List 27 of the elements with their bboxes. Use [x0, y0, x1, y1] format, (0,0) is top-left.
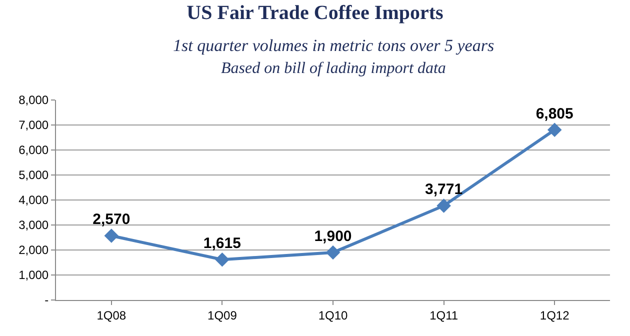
- point: [326, 245, 340, 260]
- point: [104, 228, 119, 243]
- point: [215, 252, 230, 267]
- y-tick-label: 6,000: [18, 143, 49, 158]
- y-tick-label: 8,000: [18, 93, 49, 108]
- x-tick-label: 1Q08: [96, 308, 126, 322]
- x-tick-label: 1Q12: [540, 308, 570, 322]
- y-tick-label: 4,000: [18, 193, 49, 208]
- y-tick-label: 1,000: [18, 268, 49, 282]
- chart-title: US Fair Trade Coffee Imports: [186, 2, 444, 24]
- x-tick-label: 1Q09: [208, 308, 238, 322]
- y-tick-label: -: [44, 293, 49, 308]
- point: [436, 198, 451, 213]
- y-tick-label: 2,000: [18, 243, 49, 258]
- chart-subtitle: 1st quarter volumes in metric tons over 5 years: [173, 36, 494, 55]
- data-label: 3,771: [425, 181, 463, 198]
- point: [547, 122, 562, 138]
- y-tick-label: 5,000: [18, 168, 49, 182]
- x-tick-label: 1Q11: [430, 308, 458, 322]
- data-label: 1,900: [314, 228, 352, 245]
- data-label: 1,615: [203, 235, 241, 252]
- text: Based on bill of lading import data: [221, 60, 446, 77]
- x-tick-label: 1Q10: [318, 308, 348, 322]
- data-label: 2,570: [92, 211, 130, 228]
- y-tick-label: 3,000: [18, 218, 49, 232]
- data-label: 6,805: [536, 105, 574, 122]
- y-tick-label: 7,000: [18, 118, 49, 132]
